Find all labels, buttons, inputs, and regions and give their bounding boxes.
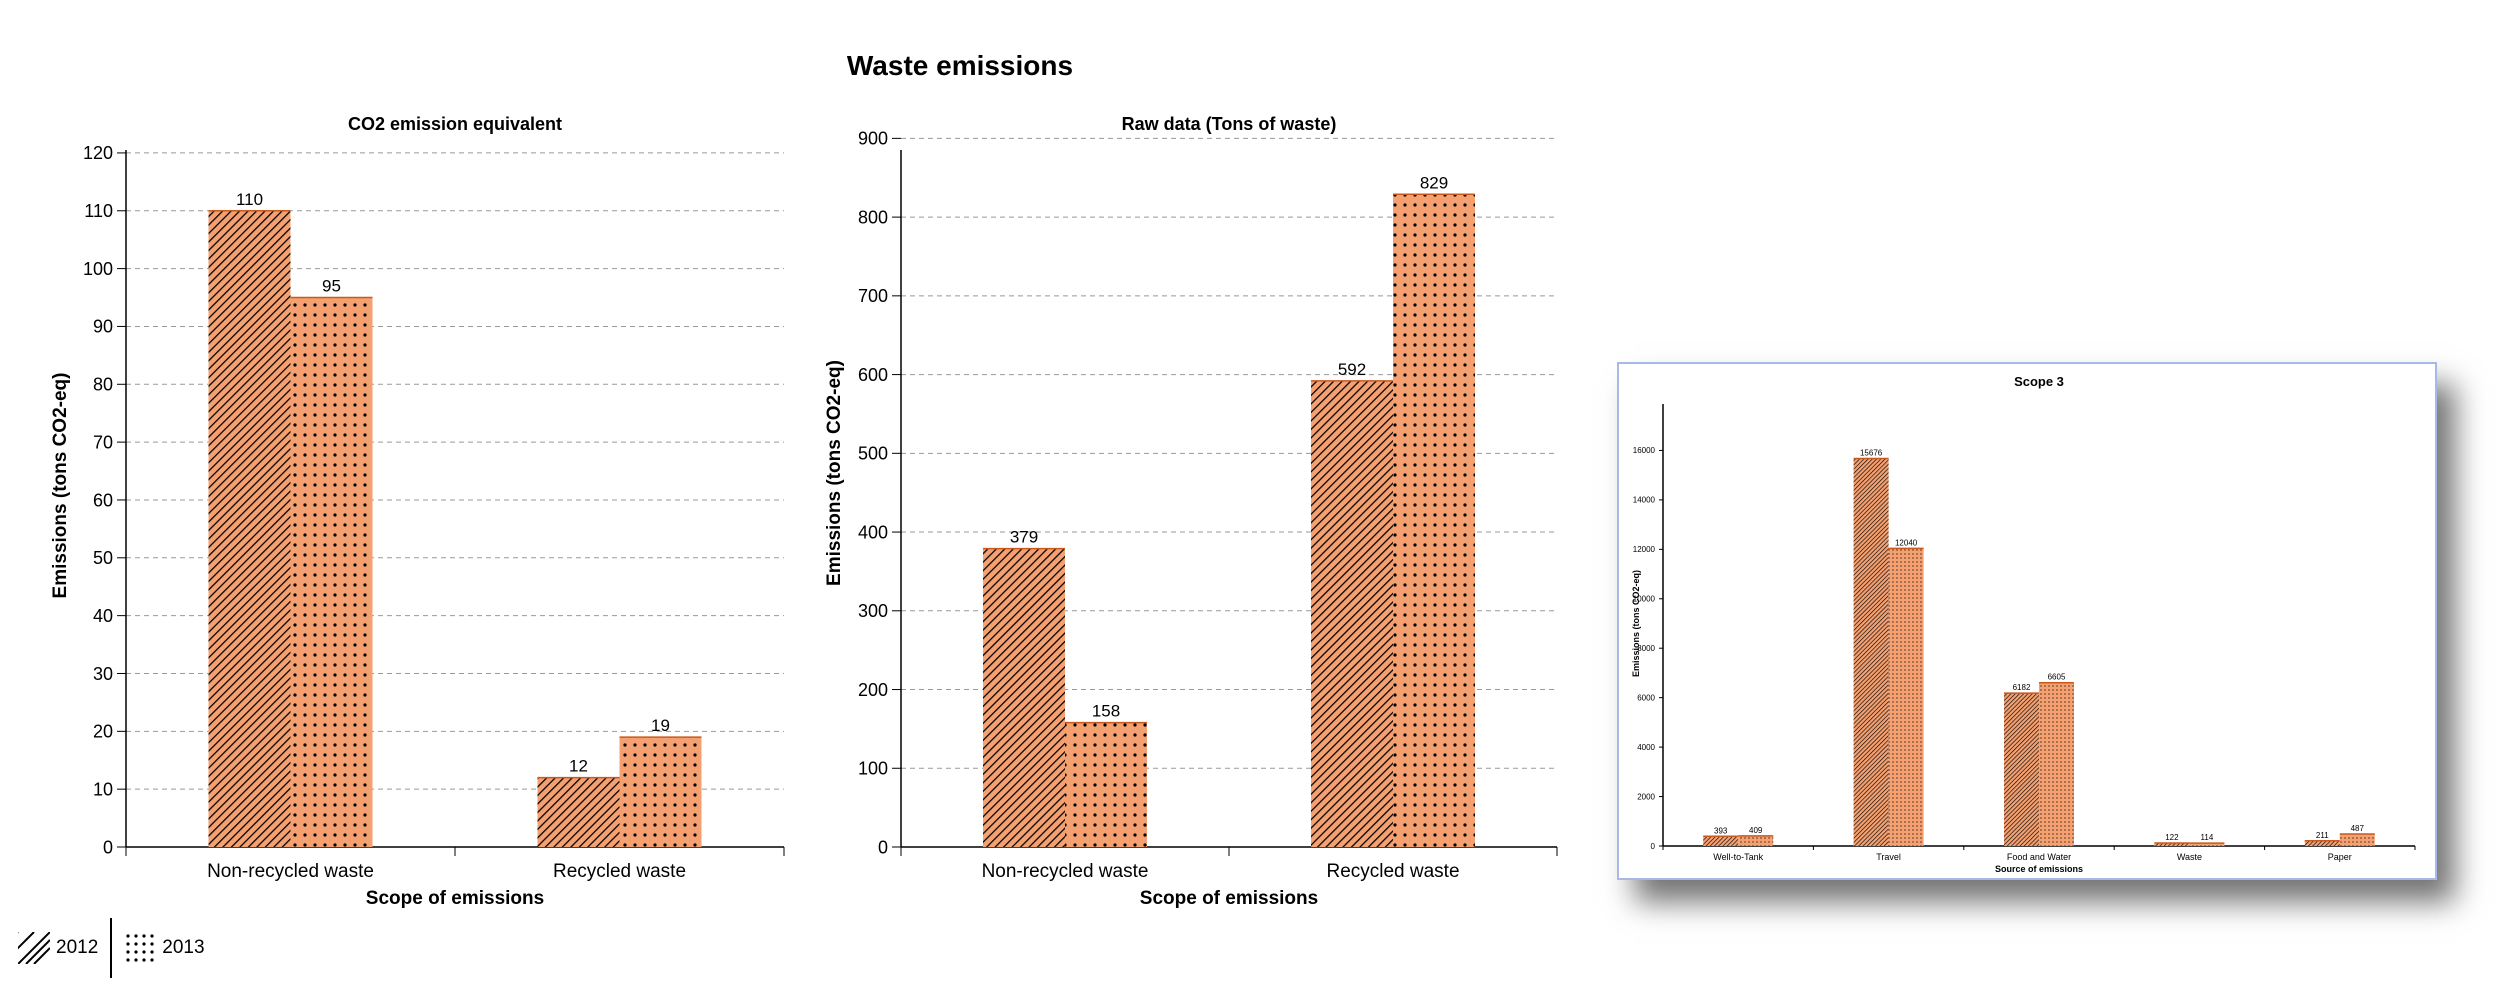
data-label: 393 <box>1714 826 1728 835</box>
data-label: 95 <box>322 277 341 296</box>
y-tick-label: 0 <box>878 837 888 857</box>
bar-2012 <box>1853 458 1889 846</box>
bar-2012 <box>983 548 1065 847</box>
y-tick-label: 4000 <box>1637 743 1655 752</box>
y-tick-label: 700 <box>858 286 888 306</box>
y-tick-label: 110 <box>84 201 113 221</box>
data-label: 12040 <box>1895 538 1918 547</box>
data-label: 19 <box>651 716 670 735</box>
bar-2012 <box>537 777 620 847</box>
y-tick-label: 8000 <box>1637 644 1655 653</box>
bar-2012 <box>208 210 291 847</box>
y-tick-label: 600 <box>858 365 888 385</box>
y-tick-label: 14000 <box>1633 496 1656 505</box>
y-tick-label: 200 <box>858 680 888 700</box>
y-tick-label: 300 <box>858 601 888 621</box>
bar-2013 <box>2339 833 2375 846</box>
y-tick-label: 60 <box>93 490 113 510</box>
legend-divider <box>110 918 113 978</box>
y-tick-label: 30 <box>93 664 113 684</box>
page-title: Waste emissions <box>846 50 1074 81</box>
y-tick-label: 10000 <box>1633 595 1656 604</box>
bar-2013 <box>619 737 702 847</box>
data-label: 12 <box>569 757 588 776</box>
y-tick-label: 400 <box>858 522 888 542</box>
bar-2013 <box>2189 843 2225 846</box>
x-category-label: Non-recycled waste <box>982 861 1149 882</box>
x-axis-title: Source of emissions <box>1995 864 2083 874</box>
x-category-label: Non-recycled waste <box>207 861 374 882</box>
data-label: 379 <box>1010 528 1038 547</box>
y-tick-label: 12000 <box>1633 545 1656 554</box>
data-label: 6605 <box>2048 673 2066 682</box>
y-tick-label: 0 <box>103 837 113 857</box>
diagonal-hatch-swatch-icon <box>18 932 50 964</box>
bar-2013 <box>1065 722 1147 847</box>
y-tick-label: 50 <box>93 548 113 568</box>
y-tick-label: 900 <box>858 129 888 149</box>
x-category-label: Food and Water <box>2007 852 2071 862</box>
scope3-inset-panel: Scope 3 0 2000 4000 6000 8000 10000 12000 14000 1… <box>1617 362 2437 880</box>
bar-2012 <box>2154 842 2190 846</box>
y-tick-label: 6000 <box>1637 693 1655 702</box>
y-tick-label: 70 <box>93 432 113 452</box>
data-label: 211 <box>2316 831 2329 840</box>
x-category-label: Travel <box>1876 852 1901 862</box>
legend-item-2012: 2012 <box>18 932 98 964</box>
y-axis-title: Emissions (tons CO2-eq) <box>824 360 845 586</box>
y-tick-label: 16000 <box>1633 446 1656 455</box>
data-label: 114 <box>2201 833 2214 842</box>
data-label: 15676 <box>1860 448 1883 457</box>
y-axis-title: Emissions (tons CO2-eq) <box>50 373 71 599</box>
y-tick-label: 10 <box>93 779 113 799</box>
y-tick-label: 500 <box>858 444 888 464</box>
y-tick-label: 90 <box>93 317 113 337</box>
y-tick-label: 80 <box>93 375 113 395</box>
y-tick-label: 100 <box>858 759 888 779</box>
bar-2012 <box>1311 380 1393 847</box>
x-axis-title: Scope of emissions <box>366 888 544 909</box>
co2-equivalent-chart: CO2 emission equivalent 0 10 20 30 40 50 60 70 80… <box>50 114 785 909</box>
y-tick-label: 20 <box>93 722 113 742</box>
y-tick-label: 800 <box>858 207 888 227</box>
bar-2013 <box>1393 194 1475 847</box>
bar-2012 <box>1703 836 1739 846</box>
legend-item-2013: 2013 <box>124 932 205 964</box>
x-axis-title: Scope of emissions <box>1140 888 1318 909</box>
raw-data-chart: Raw data (Tons of waste) 0 100 200 300 400 500… <box>824 114 1558 909</box>
x-category-label: Waste <box>2177 852 2202 862</box>
legend-label-2012: 2012 <box>56 937 99 958</box>
data-label: 487 <box>2351 824 2365 833</box>
data-label: 122 <box>2165 833 2179 842</box>
data-label: 592 <box>1338 360 1366 379</box>
chart-title: Raw data (Tons of waste) <box>1122 114 1337 134</box>
legend-label-2013: 2013 <box>162 937 205 958</box>
legend: 2012 2013 <box>18 918 205 978</box>
bar-2012 <box>2004 693 2039 846</box>
y-tick-label: 120 <box>83 143 113 163</box>
bar-2013 <box>290 297 373 847</box>
data-label: 110 <box>236 190 263 209</box>
y-tick-label: 2000 <box>1637 792 1655 801</box>
y-axis-title: Emissions (tons CO2-eq) <box>1631 570 1641 677</box>
bar-2013 <box>1888 548 1924 846</box>
x-category-label: Recycled waste <box>553 861 686 882</box>
x-category-label: Paper <box>2328 852 2352 862</box>
x-category-label: Recycled waste <box>1326 861 1459 882</box>
y-tick-label: 100 <box>83 259 113 279</box>
chart-title: Scope 3 <box>2014 374 2064 389</box>
bar-2012 <box>2304 840 2340 846</box>
bar-2013 <box>1738 835 1774 846</box>
y-tick-label: 0 <box>1651 842 1656 851</box>
bar-2013 <box>2039 682 2074 846</box>
x-category-label: Well-to-Tank <box>1713 852 1763 862</box>
scope3-chart: Scope 3 0 2000 4000 6000 8000 10000 12000 14000 1… <box>1631 374 2416 874</box>
data-label: 409 <box>1749 826 1763 835</box>
data-label: 829 <box>1420 173 1448 192</box>
chart-title: CO2 emission equivalent <box>348 114 562 134</box>
data-label: 6182 <box>2013 683 2031 692</box>
dots-swatch-icon <box>126 934 154 962</box>
data-label: 158 <box>1092 702 1120 721</box>
y-tick-label: 40 <box>93 606 113 626</box>
